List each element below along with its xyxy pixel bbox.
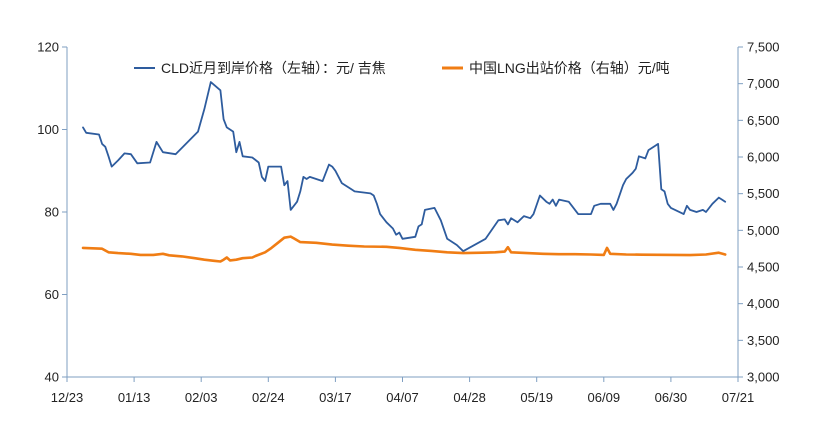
series-line-lng-price bbox=[81, 235, 727, 263]
axes: 40 60 80 100 120 3,000 3,500 4,000 4,500 5,000 5,5… bbox=[37, 40, 779, 406]
left-y-tick-label: 40 bbox=[45, 370, 59, 385]
x-tick-label: 07/21 bbox=[722, 390, 755, 405]
x-tick-label: 06/09 bbox=[588, 390, 621, 405]
x-tick-label: 02/24 bbox=[252, 390, 285, 405]
x-tick-label: 04/07 bbox=[386, 390, 419, 405]
legend-label: 中国LNG出站价格（右轴）元/吨 bbox=[469, 60, 670, 76]
left-y-tick-label: 60 bbox=[45, 287, 59, 302]
right-y-tick-label: 4,500 bbox=[747, 260, 780, 275]
x-tick-label: 03/17 bbox=[319, 390, 352, 405]
x-tick-label: 01/13 bbox=[118, 390, 151, 405]
x-tick-label: 05/19 bbox=[520, 390, 553, 405]
x-tick-label: 02/03 bbox=[185, 390, 218, 405]
right-y-tick-label: 5,000 bbox=[747, 223, 780, 238]
x-tick-label: 06/30 bbox=[655, 390, 688, 405]
right-y-tick-label: 3,000 bbox=[747, 370, 780, 385]
right-y-tick-label: 7,500 bbox=[747, 40, 780, 55]
right-y-tick-label: 5,500 bbox=[747, 186, 780, 201]
legend-label: CLD近月到岸价格（左轴）：元/ 吉焦 bbox=[161, 60, 386, 76]
right-y-tick-label: 7,000 bbox=[747, 76, 780, 91]
right-y-tick-label: 3,500 bbox=[747, 333, 780, 348]
series-line-cld-price bbox=[82, 81, 727, 253]
plot-area bbox=[81, 81, 727, 263]
left-y-tick-label: 100 bbox=[37, 122, 59, 137]
legend: CLD近月到岸价格（左轴）：元/ 吉焦 中国LNG出站价格（右轴）元/吨 bbox=[134, 60, 670, 76]
x-tick-label: 12/23 bbox=[51, 390, 84, 405]
right-y-tick-label: 6,500 bbox=[747, 113, 780, 128]
right-y-tick-label: 6,000 bbox=[747, 150, 780, 165]
right-y-tick-label: 4,000 bbox=[747, 296, 780, 311]
x-tick-label: 04/28 bbox=[453, 390, 486, 405]
left-y-tick-label: 80 bbox=[45, 205, 59, 220]
left-y-tick-label: 120 bbox=[37, 40, 59, 55]
